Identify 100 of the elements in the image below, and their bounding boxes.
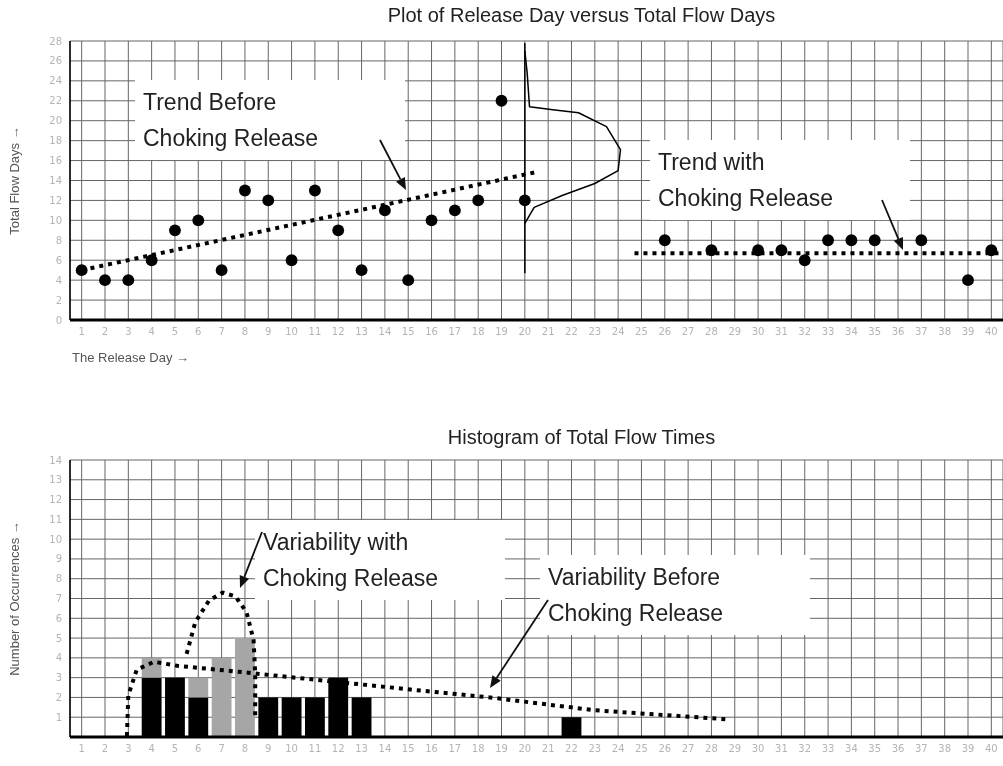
x-tick-label: 40 [984, 326, 998, 338]
x-tick-label: 39 [961, 743, 975, 755]
x-tick-label: 18 [471, 326, 485, 338]
x-tick-label: 36 [891, 326, 905, 338]
x-tick-label: 17 [448, 326, 462, 338]
x-tick-label: 31 [775, 326, 788, 338]
y-tick-label: 13 [49, 474, 62, 486]
x-tick-label: 35 [868, 743, 882, 755]
x-tick-label: 19 [495, 326, 508, 338]
x-tick-label: 4 [148, 326, 155, 338]
y-axis-title: Total Flow Days → [6, 126, 22, 235]
y-tick-label: 10 [49, 533, 62, 545]
x-tick-label: 15 [401, 743, 415, 755]
x-tick-label: 2 [101, 743, 109, 755]
x-tick-label: 22 [565, 326, 578, 338]
y-tick-label: 26 [49, 55, 62, 67]
chart-title: Histogram of Total Flow Times [446, 426, 717, 449]
x-tick-label: 4 [148, 743, 155, 755]
y-tick-label: 3 [55, 672, 62, 684]
x-tick-label: 5 [171, 326, 179, 338]
x-tick-label: 13 [355, 326, 368, 338]
x-tick-label: 23 [588, 326, 602, 338]
x-tick-label: 31 [775, 743, 788, 755]
y-tick-label: 9 [55, 553, 62, 565]
x-tick-label: 21 [541, 743, 555, 755]
x-tick-label: 16 [425, 743, 438, 755]
x-tick-label: 35 [868, 326, 882, 338]
x-tick-label: 16 [425, 326, 438, 338]
x-tick-label: 13 [355, 743, 368, 755]
y-tick-label: 2 [55, 691, 62, 703]
x-tick-label: 6 [195, 326, 202, 338]
x-tick-label: 32 [798, 326, 812, 338]
y-tick-label: 24 [49, 75, 62, 87]
x-tick-label: 18 [471, 743, 485, 755]
x-tick-label: 36 [891, 743, 905, 755]
annotation: Variability with Choking Release [263, 529, 439, 591]
x-tick-label: 29 [728, 326, 742, 338]
x-tick-label: 2 [101, 326, 109, 338]
x-tick-label: 34 [845, 326, 858, 338]
annotation: Trend with Choking Release [658, 149, 834, 211]
x-tick-label: 5 [171, 743, 179, 755]
x-tick-label: 40 [984, 743, 998, 755]
x-tick-label: 30 [751, 326, 765, 338]
y-tick-label: 6 [55, 612, 62, 624]
y-tick-label: 6 [55, 254, 62, 266]
y-axis-title: Number of Occurrences → [6, 521, 22, 676]
x-tick-label: 11 [308, 743, 322, 755]
x-tick-label: 38 [938, 326, 952, 338]
x-tick-label: 26 [658, 326, 672, 338]
x-tick-label: 3 [125, 743, 132, 755]
y-tick-label: 4 [55, 652, 62, 664]
x-axis-title: The Release Day → [72, 350, 190, 365]
y-tick-label: 8 [55, 234, 62, 246]
x-tick-label: 8 [241, 743, 249, 755]
x-tick-label: 24 [611, 743, 625, 755]
x-tick-label: 15 [401, 326, 415, 338]
x-tick-label: 9 [265, 743, 272, 755]
y-tick-label: 7 [55, 593, 62, 605]
x-tick-label: 12 [331, 743, 345, 755]
y-tick-label: 12 [49, 194, 62, 206]
x-tick-label: 1 [78, 743, 85, 755]
y-tick-label: 0 [55, 314, 62, 326]
x-tick-label: 26 [658, 743, 672, 755]
y-tick-label: 10 [49, 214, 62, 226]
x-tick-label: 39 [961, 326, 975, 338]
y-tick-label: 2 [55, 294, 62, 306]
x-tick-label: 33 [821, 326, 835, 338]
x-tick-label: 14 [378, 743, 392, 755]
x-tick-label: 9 [265, 326, 272, 338]
y-tick-label: 14 [49, 454, 62, 466]
y-tick-label: 5 [55, 632, 62, 644]
y-tick-label: 4 [55, 274, 62, 286]
x-tick-label: 1 [78, 326, 85, 338]
x-tick-label: 3 [125, 326, 132, 338]
y-tick-label: 14 [49, 175, 62, 187]
x-tick-label: 29 [728, 743, 742, 755]
x-tick-label: 27 [681, 743, 695, 755]
x-tick-label: 12 [331, 326, 345, 338]
x-tick-label: 10 [285, 326, 298, 338]
x-tick-label: 30 [751, 743, 765, 755]
x-tick-label: 10 [285, 743, 298, 755]
annotation: Trend Before Choking Release [143, 89, 319, 151]
y-tick-label: 18 [49, 135, 62, 147]
x-tick-label: 32 [798, 743, 812, 755]
y-tick-label: 28 [49, 35, 62, 47]
x-tick-label: 22 [565, 743, 578, 755]
x-tick-label: 27 [681, 326, 695, 338]
y-tick-label: 11 [49, 513, 62, 525]
x-tick-label: 6 [195, 743, 202, 755]
x-tick-label: 34 [845, 743, 858, 755]
chart-title: Plot of Release Day versus Total Flow Days [386, 4, 777, 27]
x-tick-label: 7 [218, 326, 225, 338]
x-tick-label: 19 [495, 743, 508, 755]
x-tick-label: 20 [518, 743, 532, 755]
y-tick-label: 16 [49, 155, 62, 167]
y-tick-label: 22 [49, 95, 62, 107]
y-tick-label: 8 [55, 573, 62, 585]
x-tick-label: 25 [635, 326, 648, 338]
x-tick-label: 25 [635, 743, 648, 755]
x-tick-label: 28 [705, 326, 718, 338]
